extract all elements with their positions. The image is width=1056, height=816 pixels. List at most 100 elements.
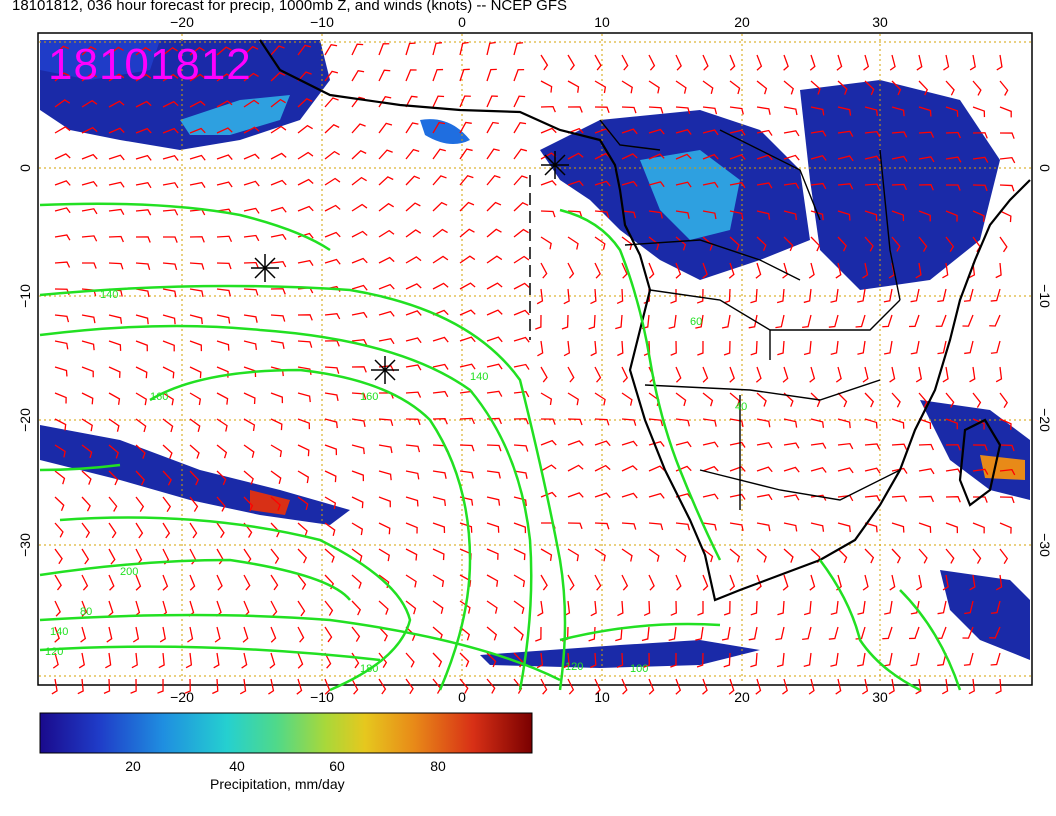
wind-barb bbox=[783, 466, 800, 473]
wind-barb bbox=[802, 626, 812, 641]
wind-barb bbox=[405, 391, 422, 398]
wind-barb bbox=[54, 45, 70, 56]
wind-barb bbox=[54, 72, 70, 82]
wind-barb bbox=[405, 229, 422, 238]
wind-barb bbox=[459, 626, 471, 641]
wind-barb bbox=[432, 470, 447, 479]
wind-barb bbox=[378, 96, 392, 108]
wind-barb bbox=[162, 46, 179, 56]
wind-barb bbox=[162, 392, 174, 406]
wind-barb bbox=[594, 210, 610, 218]
wind-barb bbox=[189, 418, 201, 433]
wind-barb bbox=[567, 54, 575, 71]
wind-barb bbox=[782, 262, 789, 279]
wind-barb bbox=[729, 574, 736, 591]
wind-barb bbox=[915, 366, 923, 383]
wind-barb bbox=[378, 122, 393, 134]
wind-barb bbox=[729, 418, 744, 428]
wind-barb bbox=[189, 392, 202, 406]
wind-barb bbox=[891, 548, 901, 564]
wind-barb bbox=[241, 652, 248, 669]
wind-barb bbox=[106, 626, 113, 643]
wind-barb bbox=[837, 548, 848, 564]
wind-barb bbox=[891, 155, 908, 162]
wind-barb bbox=[297, 444, 310, 457]
wind-barb bbox=[432, 228, 448, 238]
wind-barb bbox=[916, 574, 923, 591]
wind-barb bbox=[675, 392, 687, 407]
lon-tick-top: 30 bbox=[872, 14, 888, 30]
precip-region-southern-band bbox=[480, 640, 760, 668]
wind-barb bbox=[513, 282, 530, 290]
wind-barb bbox=[486, 309, 503, 316]
wind-barb bbox=[963, 288, 974, 302]
wind-barb bbox=[243, 574, 251, 591]
wind-barb bbox=[891, 522, 905, 533]
precip-region-south-atlantic-core bbox=[250, 490, 290, 515]
wind-barb bbox=[648, 522, 664, 531]
wind-barb bbox=[189, 444, 200, 459]
wind-barb bbox=[830, 288, 839, 303]
wind-barb bbox=[702, 548, 714, 563]
wind-barb bbox=[937, 340, 947, 355]
wind-barb bbox=[432, 95, 445, 108]
wind-barb bbox=[567, 418, 583, 426]
contour-label: 160 bbox=[150, 391, 168, 403]
wind-barb bbox=[828, 314, 839, 328]
wind-barb bbox=[405, 175, 421, 186]
wind-barb bbox=[594, 236, 606, 250]
wind-barb bbox=[108, 340, 122, 351]
star-marker bbox=[371, 356, 399, 384]
wind-barb bbox=[405, 496, 419, 507]
wind-barb bbox=[540, 548, 553, 561]
wind-barb bbox=[513, 95, 526, 108]
wind-barb bbox=[864, 522, 878, 533]
wind-barb bbox=[324, 123, 340, 134]
wind-barb bbox=[999, 496, 1015, 504]
wind-barb bbox=[513, 418, 529, 425]
wind-barb bbox=[729, 392, 740, 407]
wind-barb bbox=[216, 574, 223, 591]
wind-barb bbox=[864, 495, 881, 502]
wind-barb bbox=[54, 600, 61, 617]
wind-barb bbox=[135, 46, 151, 56]
wind-barb bbox=[324, 600, 334, 616]
wind-barb bbox=[702, 392, 714, 407]
wind-barb bbox=[675, 128, 692, 135]
wind-barb bbox=[486, 548, 499, 560]
wind-barb bbox=[243, 496, 254, 512]
colorbar-tick: 20 bbox=[125, 758, 141, 774]
wind-barb bbox=[537, 340, 544, 357]
contour-label: 120 bbox=[45, 646, 63, 658]
wind-barb bbox=[999, 444, 1015, 452]
wind-barb bbox=[594, 678, 601, 695]
lon-tick-top: −20 bbox=[170, 14, 194, 30]
wind-barb bbox=[616, 652, 624, 669]
wind-barb bbox=[162, 470, 172, 486]
wind-barb bbox=[783, 442, 800, 449]
wind-barb bbox=[864, 210, 878, 221]
wind-barb bbox=[486, 148, 500, 160]
wind-barb bbox=[216, 340, 230, 351]
wind-barb bbox=[567, 678, 575, 695]
wind-barb bbox=[378, 522, 391, 535]
wind-barb bbox=[243, 392, 256, 405]
wind-barb bbox=[756, 442, 773, 449]
wind-barb bbox=[995, 366, 1003, 383]
wind-barb bbox=[486, 522, 500, 533]
wind-barb bbox=[621, 440, 638, 447]
wind-barb bbox=[670, 652, 677, 668]
wind-barb bbox=[783, 154, 800, 161]
wind-barb bbox=[864, 418, 878, 429]
wind-barb bbox=[621, 522, 637, 530]
wind-barb bbox=[756, 210, 771, 220]
wind-barb bbox=[675, 366, 682, 383]
wind-barb bbox=[862, 366, 869, 383]
wind-barb bbox=[837, 442, 854, 450]
wind-barb bbox=[836, 54, 843, 71]
wind-barb bbox=[756, 182, 773, 189]
wind-barb bbox=[513, 175, 528, 186]
wind-barb bbox=[270, 496, 281, 511]
wind-barb bbox=[540, 80, 553, 93]
wind-barb bbox=[486, 626, 498, 641]
